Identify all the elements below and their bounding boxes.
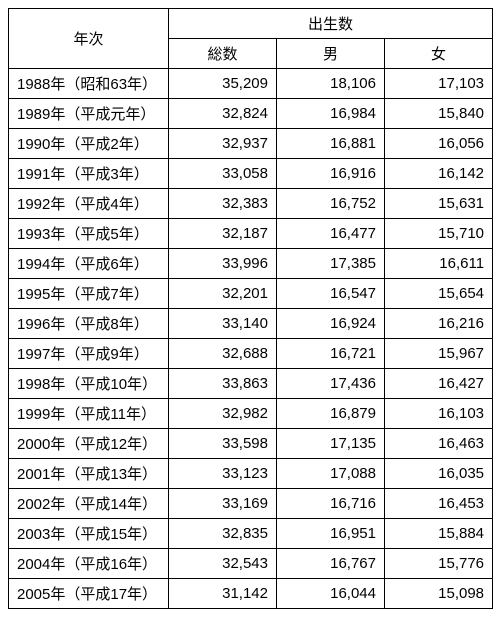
table-row: 2005年（平成17年）31,14216,04415,098 [9, 579, 493, 609]
cell-year: 1997年（平成9年） [9, 339, 169, 369]
cell-total: 33,863 [169, 369, 277, 399]
cell-male: 16,916 [277, 159, 385, 189]
cell-male: 16,477 [277, 219, 385, 249]
table-row: 2001年（平成13年）33,12317,08816,035 [9, 459, 493, 489]
cell-male: 16,716 [277, 489, 385, 519]
cell-female: 16,427 [385, 369, 493, 399]
cell-female: 15,710 [385, 219, 493, 249]
header-births: 出生数 [169, 9, 493, 39]
table-row: 1991年（平成3年）33,05816,91616,142 [9, 159, 493, 189]
cell-total: 33,140 [169, 309, 277, 339]
cell-male: 16,044 [277, 579, 385, 609]
cell-year: 1988年（昭和63年） [9, 69, 169, 99]
cell-total: 32,835 [169, 519, 277, 549]
table-row: 1989年（平成元年）32,82416,98415,840 [9, 99, 493, 129]
cell-year: 1991年（平成3年） [9, 159, 169, 189]
cell-total: 32,688 [169, 339, 277, 369]
cell-total: 33,169 [169, 489, 277, 519]
cell-female: 16,216 [385, 309, 493, 339]
cell-year: 1990年（平成2年） [9, 129, 169, 159]
cell-total: 31,142 [169, 579, 277, 609]
table-row: 1999年（平成11年）32,98216,87916,103 [9, 399, 493, 429]
cell-female: 16,463 [385, 429, 493, 459]
cell-female: 17,103 [385, 69, 493, 99]
cell-female: 15,967 [385, 339, 493, 369]
cell-total: 32,187 [169, 219, 277, 249]
cell-male: 16,984 [277, 99, 385, 129]
cell-female: 15,884 [385, 519, 493, 549]
cell-female: 16,103 [385, 399, 493, 429]
cell-total: 32,982 [169, 399, 277, 429]
cell-total: 32,937 [169, 129, 277, 159]
table-row: 1998年（平成10年）33,86317,43616,427 [9, 369, 493, 399]
cell-male: 16,547 [277, 279, 385, 309]
cell-year: 2004年（平成16年） [9, 549, 169, 579]
cell-female: 16,035 [385, 459, 493, 489]
cell-male: 16,881 [277, 129, 385, 159]
cell-year: 2003年（平成15年） [9, 519, 169, 549]
births-table: 年次 出生数 総数 男 女 1988年（昭和63年）35,20918,10617… [8, 8, 493, 609]
cell-female: 16,453 [385, 489, 493, 519]
cell-male: 17,436 [277, 369, 385, 399]
header-female: 女 [385, 39, 493, 69]
cell-male: 16,767 [277, 549, 385, 579]
cell-year: 1998年（平成10年） [9, 369, 169, 399]
table-row: 2000年（平成12年）33,59817,13516,463 [9, 429, 493, 459]
cell-female: 15,776 [385, 549, 493, 579]
cell-year: 1992年（平成4年） [9, 189, 169, 219]
cell-year: 2001年（平成13年） [9, 459, 169, 489]
table-row: 1997年（平成9年）32,68816,72115,967 [9, 339, 493, 369]
table-body: 1988年（昭和63年）35,20918,10617,1031989年（平成元年… [9, 69, 493, 609]
cell-female: 15,840 [385, 99, 493, 129]
cell-male: 16,951 [277, 519, 385, 549]
cell-year: 2002年（平成14年） [9, 489, 169, 519]
cell-year: 1999年（平成11年） [9, 399, 169, 429]
cell-female: 15,654 [385, 279, 493, 309]
header-total: 総数 [169, 39, 277, 69]
cell-year: 1996年（平成8年） [9, 309, 169, 339]
table-row: 1996年（平成8年）33,14016,92416,216 [9, 309, 493, 339]
table-row: 2003年（平成15年）32,83516,95115,884 [9, 519, 493, 549]
cell-year: 2000年（平成12年） [9, 429, 169, 459]
cell-female: 15,631 [385, 189, 493, 219]
cell-total: 32,543 [169, 549, 277, 579]
cell-male: 16,752 [277, 189, 385, 219]
table-row: 1990年（平成2年）32,93716,88116,056 [9, 129, 493, 159]
cell-male: 16,879 [277, 399, 385, 429]
cell-total: 33,598 [169, 429, 277, 459]
cell-male: 16,924 [277, 309, 385, 339]
cell-male: 17,385 [277, 249, 385, 279]
table-row: 1992年（平成4年）32,38316,75215,631 [9, 189, 493, 219]
cell-male: 16,721 [277, 339, 385, 369]
cell-total: 32,201 [169, 279, 277, 309]
cell-female: 16,056 [385, 129, 493, 159]
cell-year: 1993年（平成5年） [9, 219, 169, 249]
table-row: 1994年（平成6年）33,99617,38516,611 [9, 249, 493, 279]
table-row: 1988年（昭和63年）35,20918,10617,103 [9, 69, 493, 99]
header-year: 年次 [9, 9, 169, 69]
cell-female: 16,142 [385, 159, 493, 189]
table-row: 2002年（平成14年）33,16916,71616,453 [9, 489, 493, 519]
header-male: 男 [277, 39, 385, 69]
cell-total: 32,824 [169, 99, 277, 129]
cell-year: 1989年（平成元年） [9, 99, 169, 129]
cell-total: 33,996 [169, 249, 277, 279]
cell-year: 1995年（平成7年） [9, 279, 169, 309]
table-row: 2004年（平成16年）32,54316,76715,776 [9, 549, 493, 579]
cell-total: 32,383 [169, 189, 277, 219]
cell-female: 15,098 [385, 579, 493, 609]
cell-male: 17,135 [277, 429, 385, 459]
cell-total: 35,209 [169, 69, 277, 99]
cell-female: 16,611 [385, 249, 493, 279]
table-row: 1993年（平成5年）32,18716,47715,710 [9, 219, 493, 249]
cell-male: 18,106 [277, 69, 385, 99]
cell-total: 33,123 [169, 459, 277, 489]
table-header: 年次 出生数 総数 男 女 [9, 9, 493, 69]
cell-year: 1994年（平成6年） [9, 249, 169, 279]
cell-year: 2005年（平成17年） [9, 579, 169, 609]
cell-total: 33,058 [169, 159, 277, 189]
cell-male: 17,088 [277, 459, 385, 489]
table-row: 1995年（平成7年）32,20116,54715,654 [9, 279, 493, 309]
